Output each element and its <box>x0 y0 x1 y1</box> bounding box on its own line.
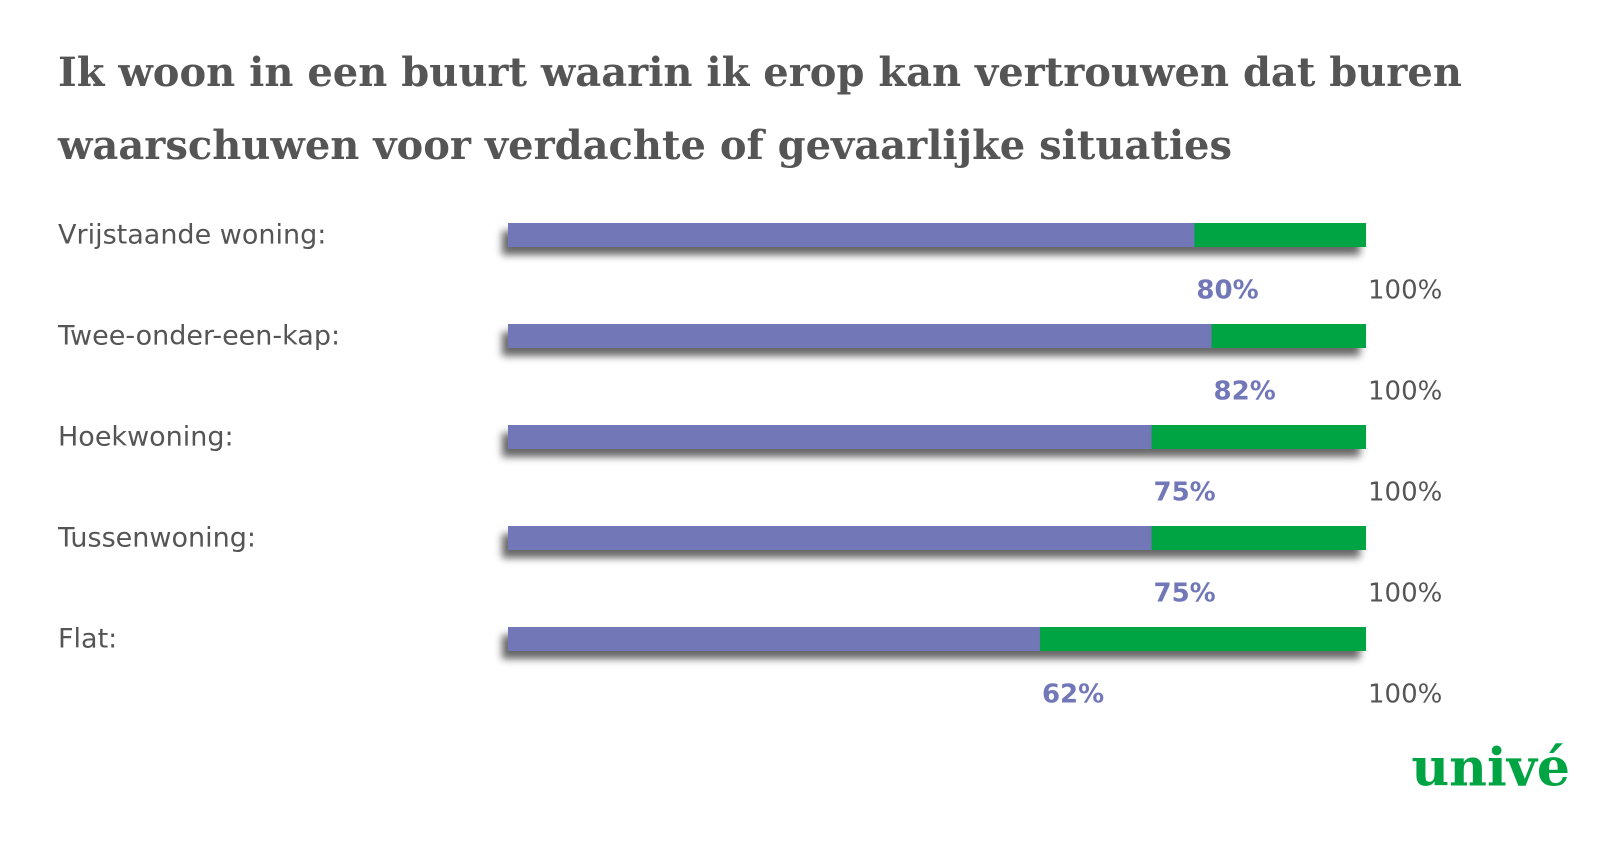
total-label: 100% <box>1368 579 1442 609</box>
logo: univé <box>1411 738 1570 799</box>
total-label: 100% <box>1368 478 1442 508</box>
value-label: 75% <box>1154 478 1216 508</box>
bar <box>508 526 1152 550</box>
bar <box>508 223 1195 247</box>
category-label: Tussenwoning: <box>57 523 256 554</box>
bar <box>508 627 1040 651</box>
bar <box>508 425 1152 449</box>
value-label: 75% <box>1154 579 1216 609</box>
total-label: 100% <box>1368 680 1442 710</box>
total-label: 100% <box>1368 276 1442 306</box>
category-label: Flat: <box>58 624 117 655</box>
chart-title: waarschuwen voor verdachte of gevaarlijk… <box>57 122 1232 169</box>
category-label: Twee-onder-een-kap: <box>57 321 340 352</box>
category-label: Hoekwoning: <box>58 422 234 453</box>
total-label: 100% <box>1368 377 1442 407</box>
bar <box>508 324 1212 348</box>
category-label: Vrijstaande woning: <box>58 220 326 251</box>
value-label: 62% <box>1042 680 1104 710</box>
value-label: 80% <box>1196 276 1258 306</box>
chart-title: Ik woon in een buurt waarin ik erop kan … <box>58 49 1462 96</box>
value-label: 82% <box>1214 377 1276 407</box>
